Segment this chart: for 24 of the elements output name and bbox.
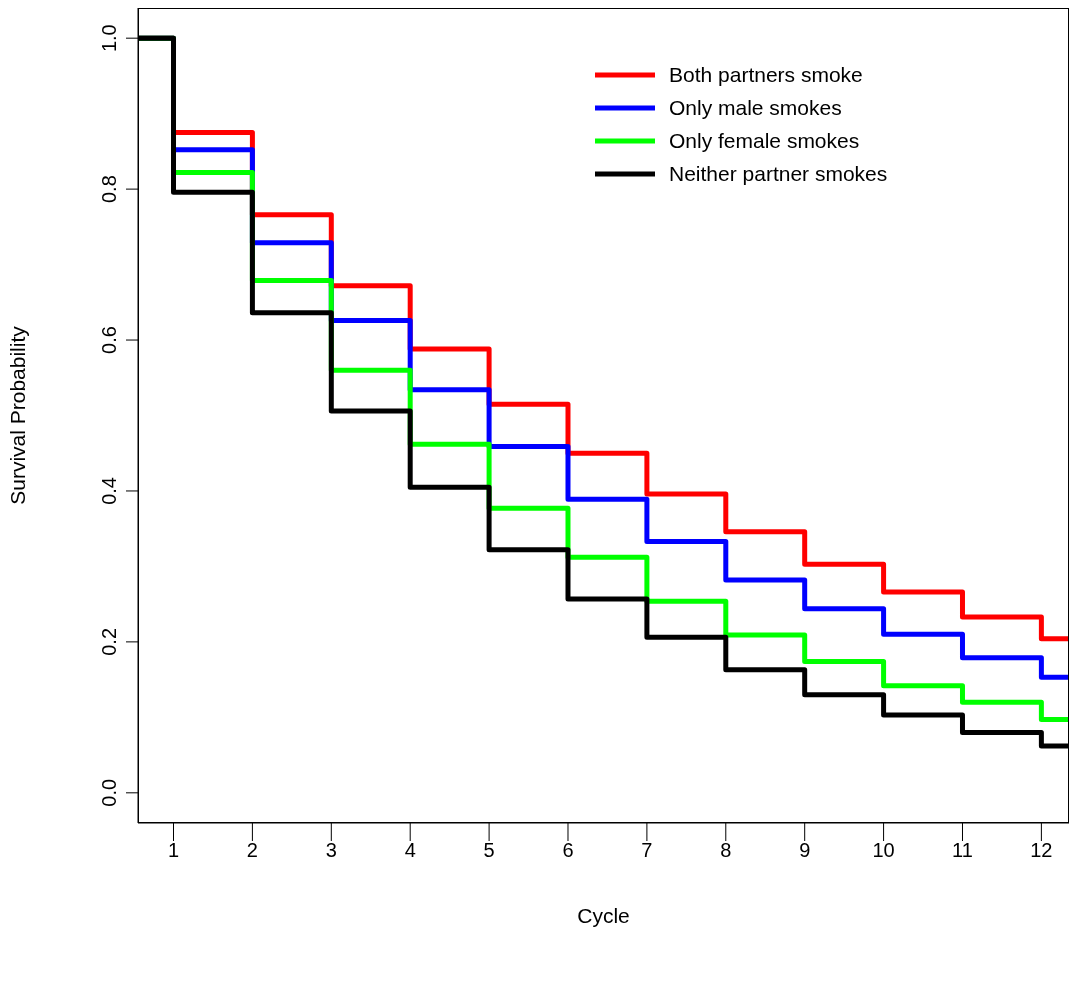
x-axis-title: Cycle — [577, 904, 630, 927]
x-tick-label: 4 — [404, 839, 416, 862]
y-tick-label: 0.0 — [98, 778, 120, 807]
y-tick-label: 1.0 — [98, 24, 120, 53]
y-tick-label: 0.4 — [98, 477, 120, 505]
x-tick-label: 7 — [641, 839, 653, 862]
x-tick-label: 9 — [799, 839, 811, 862]
x-tick-label: 3 — [325, 839, 337, 862]
x-tick-label: 2 — [246, 839, 258, 862]
y-tick-label: 0.2 — [98, 627, 120, 656]
x-tick-label: 10 — [872, 839, 895, 862]
x-tick-label: 6 — [562, 839, 574, 862]
y-tick-label: 0.8 — [98, 175, 120, 204]
x-tick-label: 11 — [952, 839, 973, 862]
y-tick-label: 0.6 — [98, 326, 120, 354]
x-tick-label: 5 — [483, 839, 495, 862]
legend-label: Only female smokes — [669, 128, 860, 154]
y-axis-title: Survival Probability — [6, 325, 30, 505]
legend-label: Both partners smoke — [669, 62, 863, 88]
x-tick-label: 12 — [1030, 839, 1053, 862]
x-tick-label: 1 — [167, 839, 180, 862]
x-tick-label: 8 — [720, 839, 732, 862]
legend-label: Neither partner smokes — [669, 161, 888, 187]
legend-label: Only male smokes — [669, 95, 842, 121]
